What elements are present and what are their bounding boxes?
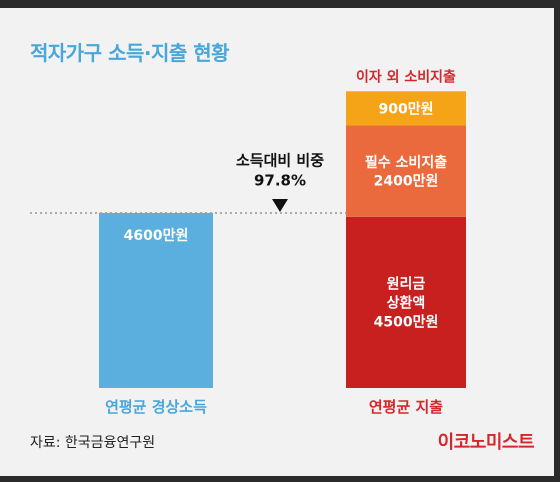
income-bar-label: 4600만원 <box>124 228 189 244</box>
other-spending-segment <box>346 91 466 126</box>
essential-spending-segment <box>346 125 466 217</box>
source-note: 자료: 한국금융연구원 <box>30 435 156 451</box>
income-bar <box>99 213 213 388</box>
ratio-marker-triangle <box>272 199 288 213</box>
top-annotation: 이자 외 소비지출 <box>356 68 456 85</box>
category-label-1: 연평균 지출 <box>369 398 443 416</box>
principal-interest-segment <box>346 216 466 388</box>
principal-interest-segment-label: 원리금 상환액 4500만원 <box>374 277 439 331</box>
chart-title: 적자가구 소득·지출 현황 <box>30 41 230 65</box>
other-spending-segment-label: 900만원 <box>379 101 434 117</box>
bars-layer <box>99 91 466 388</box>
publisher-logo: 이코노미스트 <box>437 432 535 453</box>
essential-spending-segment-label: 필수 소비지출 2400만원 <box>365 154 447 190</box>
ratio-annotation: 소득대비 비중 97.8% <box>236 151 324 189</box>
category-label-0: 연평균 경상소득 <box>105 398 207 416</box>
top-bar <box>0 0 560 8</box>
